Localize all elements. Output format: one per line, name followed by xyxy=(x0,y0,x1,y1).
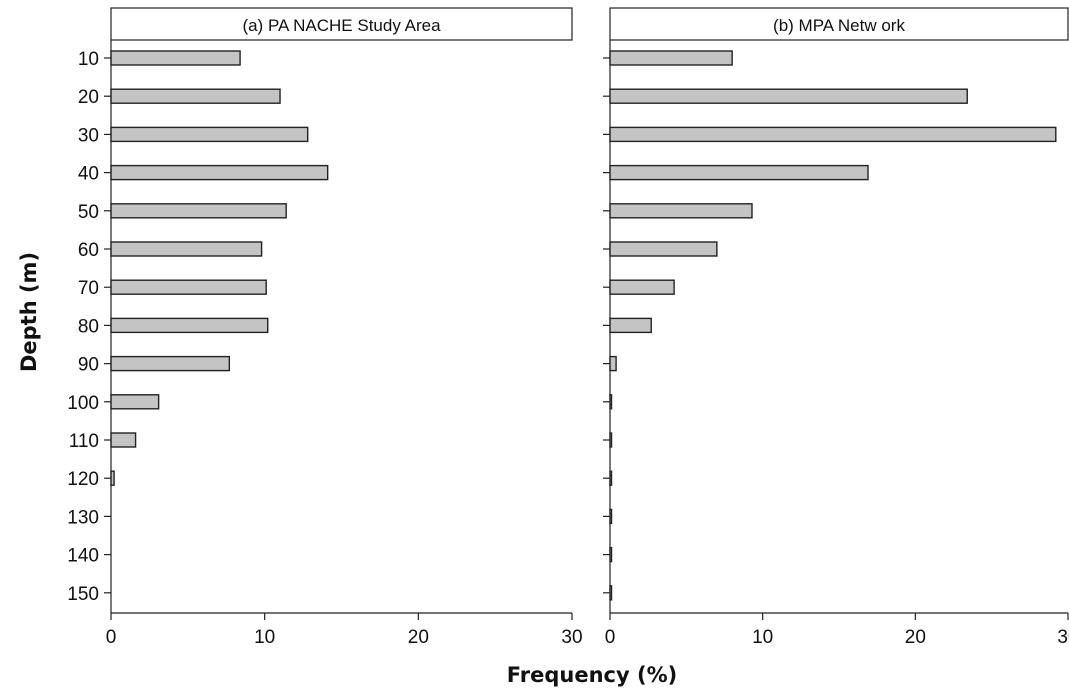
y-tick-label: 50 xyxy=(78,202,99,223)
bar-panel-a-depth-10 xyxy=(110,50,241,66)
panel-a-x-tick-label: 10 xyxy=(254,627,275,648)
y-tick-label: 140 xyxy=(67,546,99,567)
panel-a-header-box xyxy=(110,7,573,41)
panel-a-x-tick-label: 20 xyxy=(408,627,429,648)
bar-panel-a-depth-60 xyxy=(110,241,263,257)
panel-b: (b) MPA Netw ork 0 10 20 30 xyxy=(603,7,1069,648)
y-tick-label: 130 xyxy=(67,507,99,528)
panel-a-title: (a) PA NACHE Study Area xyxy=(242,16,441,35)
bar-panel-b-depth-50 xyxy=(609,203,753,219)
y-tick-label: 70 xyxy=(78,278,99,299)
bar-panel-a-depth-30 xyxy=(110,126,309,143)
bar-panel-a-depth-50 xyxy=(110,203,287,219)
bar-panel-a-depth-100 xyxy=(110,394,160,410)
bar-panel-a-depth-90 xyxy=(110,355,231,372)
bar-panel-a-depth-120 xyxy=(110,470,115,486)
y-tick-label: 40 xyxy=(78,164,99,185)
bar-panel-b-depth-80 xyxy=(609,317,652,334)
x-axis-title: Frequency (%) xyxy=(507,663,677,687)
bar-panel-b-depth-40 xyxy=(609,164,869,181)
y-tick-label: 30 xyxy=(78,125,99,146)
bar-panel-b-depth-100 xyxy=(609,394,613,410)
bar-panel-b-depth-150 xyxy=(609,585,613,601)
panel-b-title: (b) MPA Netw ork xyxy=(773,16,905,35)
panel-a: (a) PA NACHE Study Area 0 10 20 30 10 20 30 40 50… xyxy=(67,7,583,648)
bar-panel-a-depth-80 xyxy=(110,317,269,334)
y-tick-label: 80 xyxy=(78,316,99,337)
y-axis-title: Depth (m) xyxy=(17,252,41,372)
bar-panel-a-depth-20 xyxy=(110,88,281,104)
bar-panel-b-depth-70 xyxy=(609,279,675,295)
bar-panel-b-depth-90 xyxy=(609,355,617,372)
bar-panel-b-depth-110 xyxy=(609,432,613,448)
bar-panel-a-depth-70 xyxy=(110,279,267,295)
panel-b-x-tick-label: 10 xyxy=(752,627,773,648)
bar-panel-a-depth-110 xyxy=(110,432,137,448)
panel-b-x-tick-label: 0 xyxy=(605,627,616,648)
y-tick-label: 150 xyxy=(67,584,99,605)
panel-a-x-tick-label: 30 xyxy=(561,627,582,648)
bar-panel-b-depth-140 xyxy=(609,546,613,563)
bar-panel-b-depth-120 xyxy=(609,470,613,486)
panel-b-x-tick-label: 20 xyxy=(905,627,926,648)
y-tick-label: 100 xyxy=(67,393,99,414)
panel-b-header-box xyxy=(609,7,1069,41)
y-tick-label: 20 xyxy=(78,87,99,108)
bar-panel-b-depth-130 xyxy=(609,508,613,525)
bar-panel-b-depth-10 xyxy=(609,50,733,66)
bar-panel-b-depth-20 xyxy=(609,88,968,104)
panel-a-x-tick-label: 0 xyxy=(106,627,117,648)
y-tick-label: 60 xyxy=(78,240,99,261)
y-tick-label: 120 xyxy=(67,469,99,490)
panel-b-x-tick-label: 30 xyxy=(1057,627,1069,648)
bar-panel-a-depth-40 xyxy=(110,164,329,181)
bar-panel-b-depth-30 xyxy=(609,126,1057,143)
y-tick-label: 110 xyxy=(69,431,99,452)
bar-panel-b-depth-60 xyxy=(609,241,718,257)
y-tick-label: 10 xyxy=(78,49,99,70)
y-tick-label: 90 xyxy=(78,355,99,376)
